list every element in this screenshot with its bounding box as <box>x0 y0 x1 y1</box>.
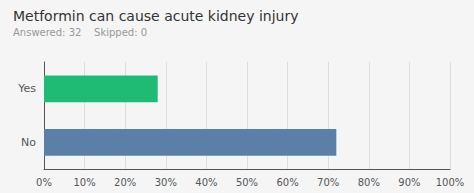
svg-text:20%: 20% <box>114 177 136 188</box>
svg-text:Yes: Yes <box>17 82 36 95</box>
svg-text:60%: 60% <box>276 177 298 188</box>
svg-text:0%: 0% <box>36 177 52 188</box>
svg-text:40%: 40% <box>195 177 217 188</box>
svg-text:No: No <box>21 136 36 149</box>
svg-text:70%: 70% <box>317 177 339 188</box>
svg-text:Answered: 32 Skipped: 0: Answered: 32 Skipped: 0 <box>13 27 147 38</box>
svg-text:80%: 80% <box>358 177 380 188</box>
svg-text:Metformin can cause acute kidn: Metformin can cause acute kidney injury <box>13 8 299 24</box>
svg-text:30%: 30% <box>155 177 177 188</box>
svg-text:90%: 90% <box>398 177 420 188</box>
svg-text:10%: 10% <box>73 177 95 188</box>
svg-text:100%: 100% <box>436 177 465 188</box>
svg-text:50%: 50% <box>236 177 258 188</box>
